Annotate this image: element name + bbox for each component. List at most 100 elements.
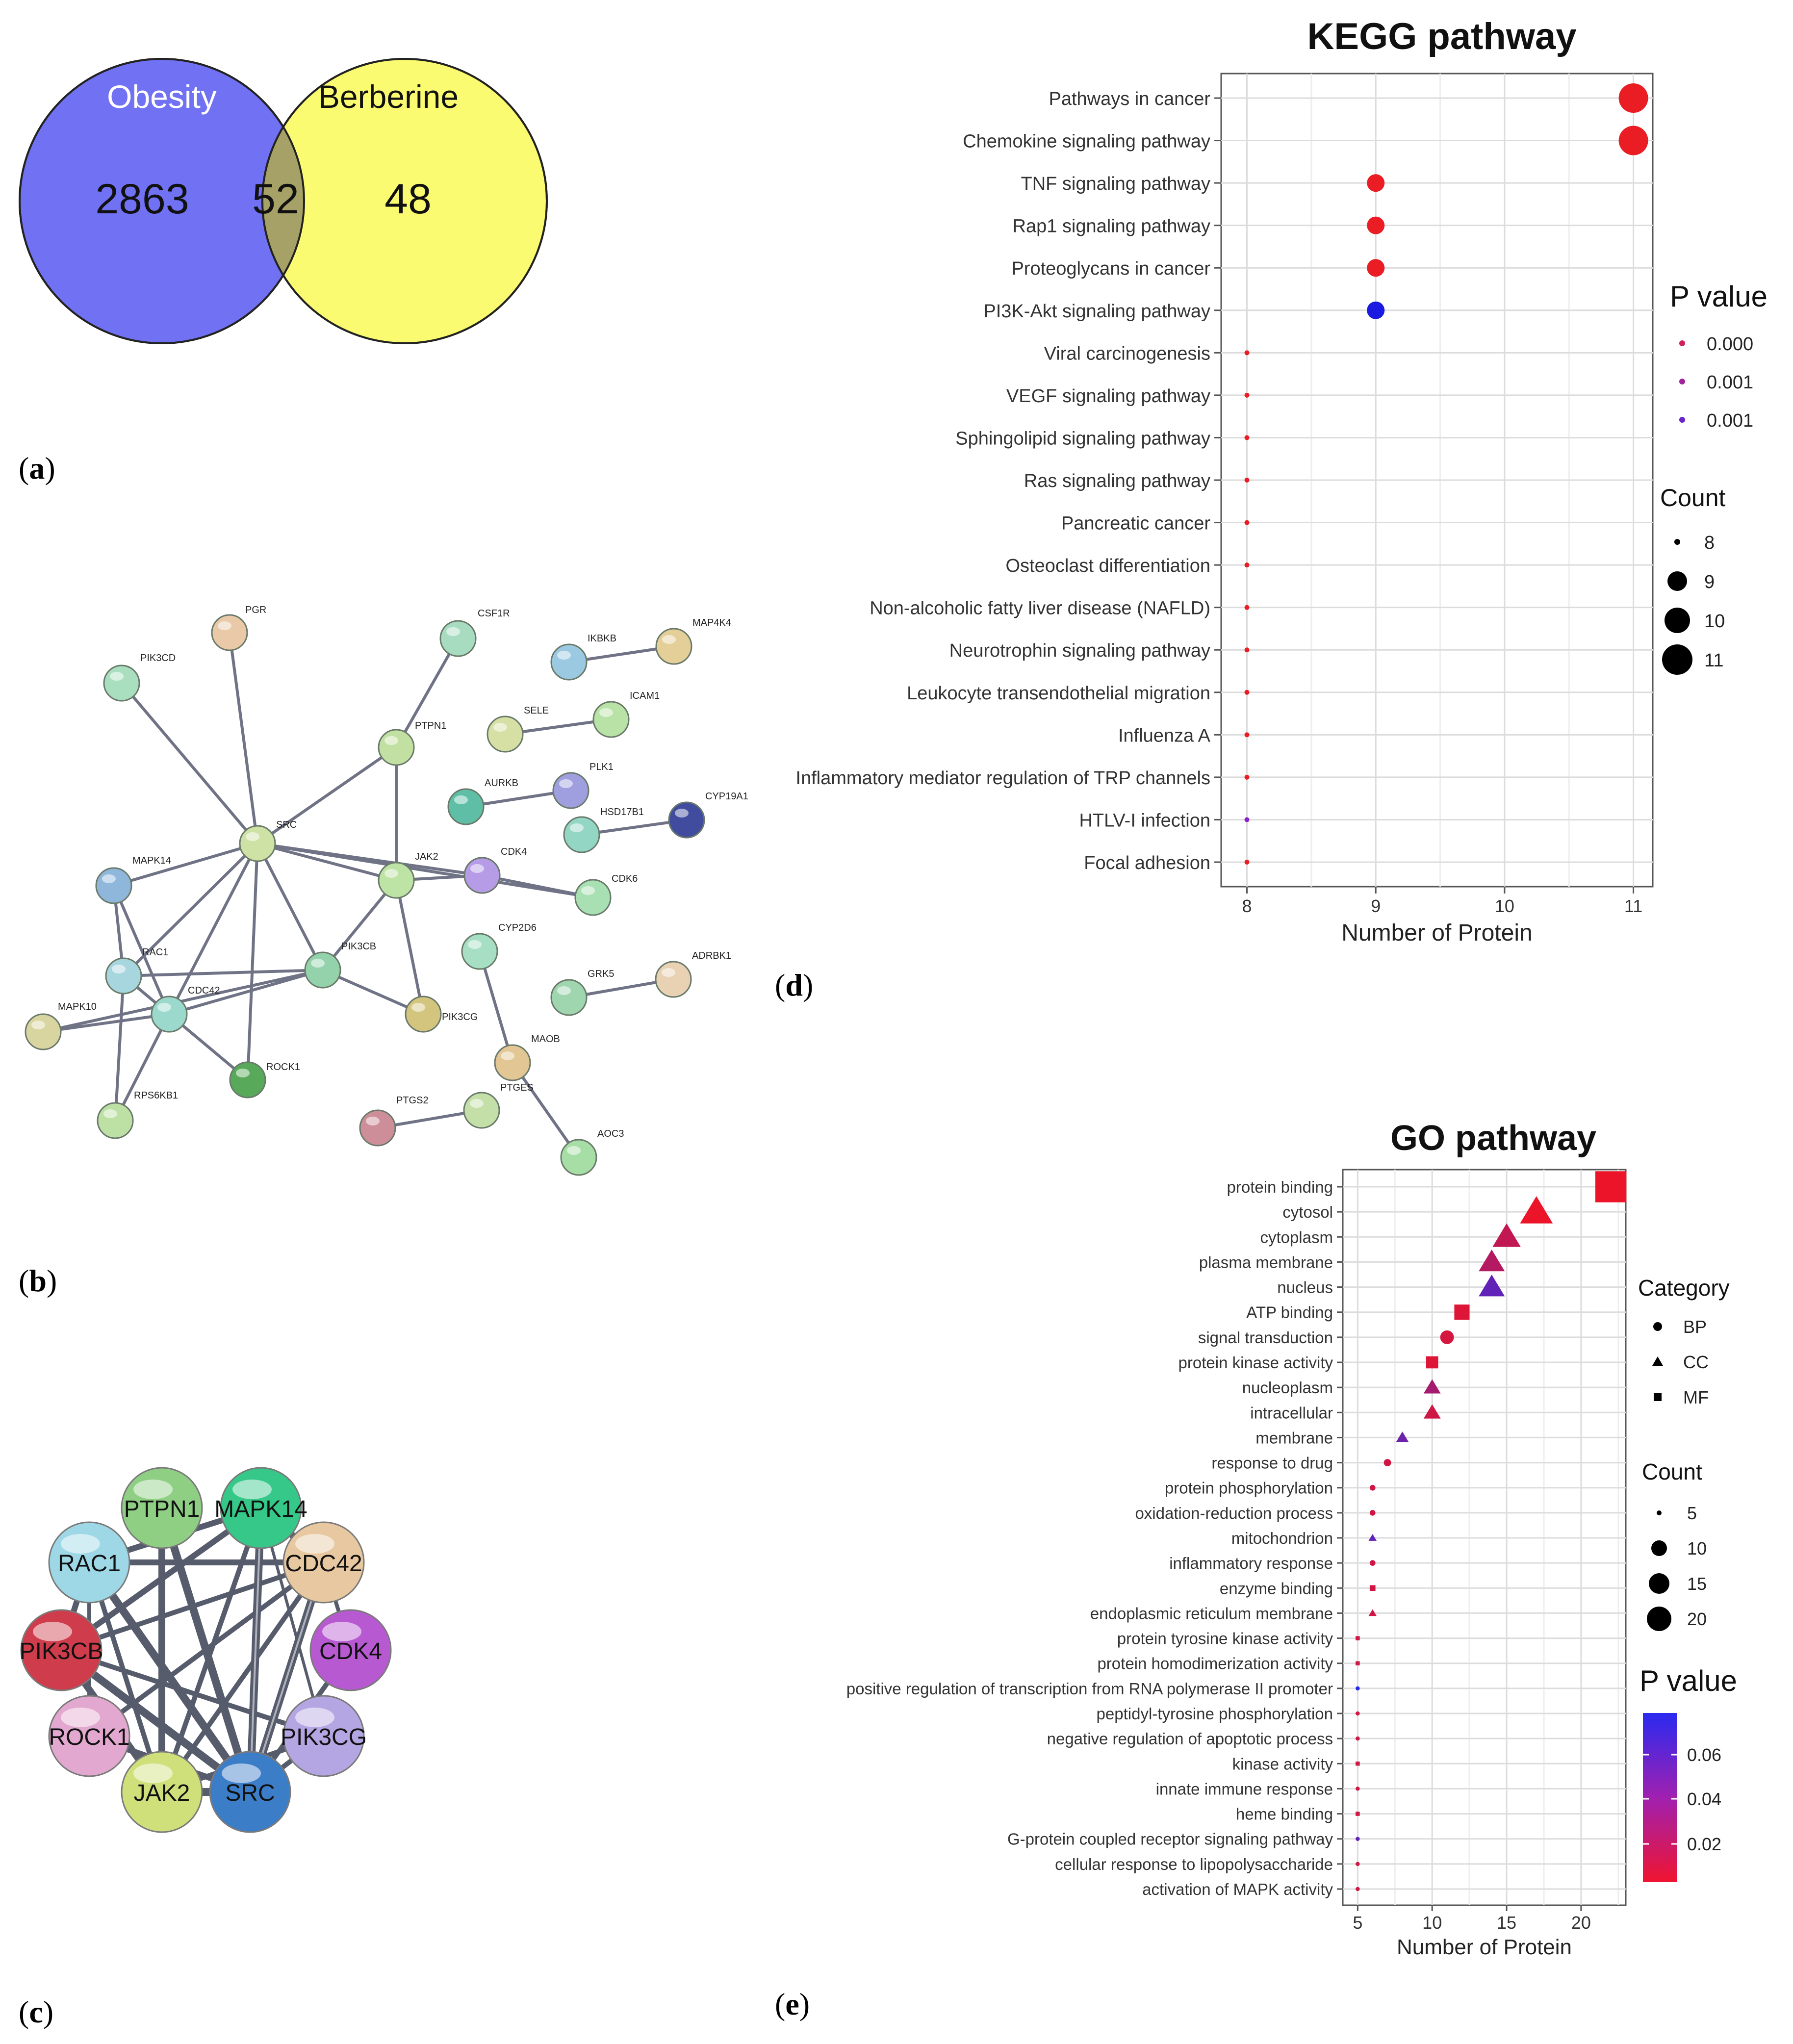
network-b-node-pgr[interactable]: PGR [211, 605, 266, 651]
network-b-node-sele[interactable]: SELE [487, 705, 549, 753]
network-b-node-src[interactable]: SRC [239, 819, 297, 862]
network-b-node-jak2[interactable]: JAK2 [378, 851, 438, 899]
go-point-bp [1369, 1484, 1376, 1491]
network-b-node-pik3cg[interactable]: PIK3CG [405, 996, 478, 1033]
network-c-node-label: JAK2 [134, 1780, 190, 1806]
network-b-node-mapk10[interactable]: MAPK10 [25, 1001, 97, 1050]
network-b-node-cdk6[interactable]: CDK6 [574, 873, 638, 916]
kegg-legend-pvalue-swatch [1679, 379, 1685, 384]
network-b-node-label: MAP4K4 [692, 617, 731, 628]
network-b-node-pik3cd[interactable]: PIK3CD [103, 653, 176, 702]
network-c-node-cdk4[interactable]: CDK4 [309, 1609, 392, 1691]
kegg-point [1244, 392, 1250, 398]
network-b-node-ptpn1[interactable]: PTPN1 [378, 720, 446, 766]
go-point-mf [1454, 1304, 1470, 1320]
network-b-node-label: AOC3 [597, 1128, 624, 1139]
go-point-cc [1423, 1379, 1441, 1394]
kegg-legend-pvalue-label: 0.001 [1707, 372, 1753, 393]
go-category-label: protein binding [1227, 1178, 1333, 1196]
network-b-node-mapk14[interactable]: MAPK14 [95, 855, 171, 904]
venn-diagram: Obesity Berberine 2863 52 48 [19, 58, 548, 344]
network-b-node-cdc42[interactable]: CDC42 [151, 985, 220, 1033]
network-b-node-map4k4[interactable]: MAP4K4 [655, 617, 731, 665]
go-legend-shape-cc [1652, 1356, 1663, 1366]
kegg-point [1367, 301, 1385, 319]
network-b-node-cyp19a1[interactable]: CYP19A1 [668, 791, 748, 839]
go-legend-count-label: 10 [1687, 1538, 1707, 1559]
network-b-node-cyp2d6[interactable]: CYP2D6 [461, 922, 537, 970]
network-b-node-rock1[interactable]: ROCK1 [229, 1061, 300, 1099]
network-b-node-ptgs2[interactable]: PTGS2 [359, 1095, 429, 1147]
network-b-node-hsd17b1[interactable]: HSD17B1 [563, 807, 644, 853]
network-c-node-label: PIK3CG [281, 1724, 367, 1750]
network-b-node-grk5[interactable]: GRK5 [550, 969, 614, 1016]
network-c-node-cdc42[interactable]: CDC42 [282, 1521, 365, 1604]
kegg-category-label: PI3K-Akt signaling pathway [983, 301, 1210, 322]
network-b-edge [257, 842, 593, 899]
go-legend-category-title: Category [1638, 1275, 1730, 1301]
network-c-node-label: MAPK14 [214, 1496, 307, 1522]
go-legend-count-swatch [1649, 1573, 1669, 1594]
network-c-edge [60, 1648, 325, 1738]
network-b-edge [114, 1013, 171, 1122]
network-c-node-label: RAC1 [58, 1551, 121, 1577]
network-b-node-adrbk1[interactable]: ADRBK1 [655, 950, 731, 998]
network-c-edge [159, 1561, 326, 1793]
go-point-bp [1383, 1459, 1391, 1467]
go-point-mf [1356, 1812, 1360, 1816]
kegg-category-label: Neurotrophin signaling pathway [949, 640, 1210, 661]
network-b-node-label: RAC1 [142, 947, 168, 958]
go-legend-category-label: MF [1683, 1387, 1709, 1407]
network-b-node-icam1[interactable]: ICAM1 [592, 690, 660, 738]
network-c-node-pik3cg[interactable]: PIK3CG [281, 1695, 367, 1777]
network-b-node-rac1[interactable]: RAC1 [105, 947, 168, 995]
network-b-edge [122, 842, 259, 977]
go-point-bp [1369, 1560, 1376, 1566]
kegg-legend-count-label: 9 [1704, 572, 1715, 592]
network-b-node-rps6kb1[interactable]: RPS6KB1 [97, 1090, 178, 1139]
network-c-node-mapk14[interactable]: MAPK14 [214, 1467, 307, 1549]
network-b-edge [112, 885, 171, 1015]
go-legend-count-label: 20 [1687, 1609, 1707, 1629]
network-b-node-ptges[interactable]: PTGES [463, 1082, 534, 1129]
kegg-point [1618, 126, 1648, 155]
network-c-node-src[interactable]: SRC [209, 1751, 291, 1833]
go-legend-count-swatch [1647, 1607, 1671, 1631]
network-c-node-ptpn1[interactable]: PTPN1 [121, 1467, 203, 1549]
go-point-cc [1396, 1431, 1409, 1442]
go-point-bp [1356, 1736, 1360, 1741]
network-c-node-rock1[interactable]: ROCK1 [48, 1695, 130, 1777]
network-c-node-rac1[interactable]: RAC1 [48, 1521, 130, 1604]
network-c-node-label: CDC42 [285, 1551, 362, 1577]
network-b-node-label: IKBKB [588, 633, 616, 644]
network-c-node-jak2[interactable]: JAK2 [121, 1751, 203, 1833]
kegg-category-label: Pathways in cancer [1049, 89, 1211, 109]
network-b-edge [321, 879, 398, 971]
kegg-legend-count-title: Count [1660, 484, 1726, 511]
network-b-node-cdk4[interactable]: CDK4 [463, 846, 527, 894]
kegg-category-label: Focal adhesion [1084, 853, 1210, 873]
go-point-mf [1595, 1171, 1627, 1202]
go-point-mf [1356, 1762, 1360, 1766]
go-category-label: endoplasmic reticulum membrane [1090, 1604, 1333, 1622]
network-b-node-maob[interactable]: MAOB [494, 1034, 560, 1081]
network-c-node-pik3cb[interactable]: PIK3CB [20, 1609, 103, 1691]
go-point-cc [1520, 1196, 1553, 1224]
kegg-legend-count-label: 11 [1704, 650, 1723, 671]
go-category-label: cytosol [1282, 1203, 1333, 1221]
network-b-node-aoc3[interactable]: AOC3 [560, 1128, 624, 1176]
go-category-label: signal transduction [1198, 1329, 1333, 1347]
go-category-label: protein kinase activity [1178, 1354, 1333, 1372]
network-b-node-pik3cb[interactable]: PIK3CB [304, 941, 376, 989]
network-b-node-plk1[interactable]: PLK1 [552, 762, 614, 809]
venn-left-label: Obesity [107, 78, 217, 115]
network-b-edge [395, 638, 460, 748]
network-b-node-csf1r[interactable]: CSF1R [439, 608, 510, 657]
network-b-edge [228, 632, 259, 844]
network-b-node-aurkb[interactable]: AURKB [447, 778, 518, 825]
kegg-legend-count-swatch [1662, 644, 1692, 675]
network-b-node-ikbkb[interactable]: IKBKB [550, 633, 616, 681]
kegg-category-label: Ras signaling pathway [1024, 471, 1210, 491]
kegg-point [1244, 605, 1250, 610]
